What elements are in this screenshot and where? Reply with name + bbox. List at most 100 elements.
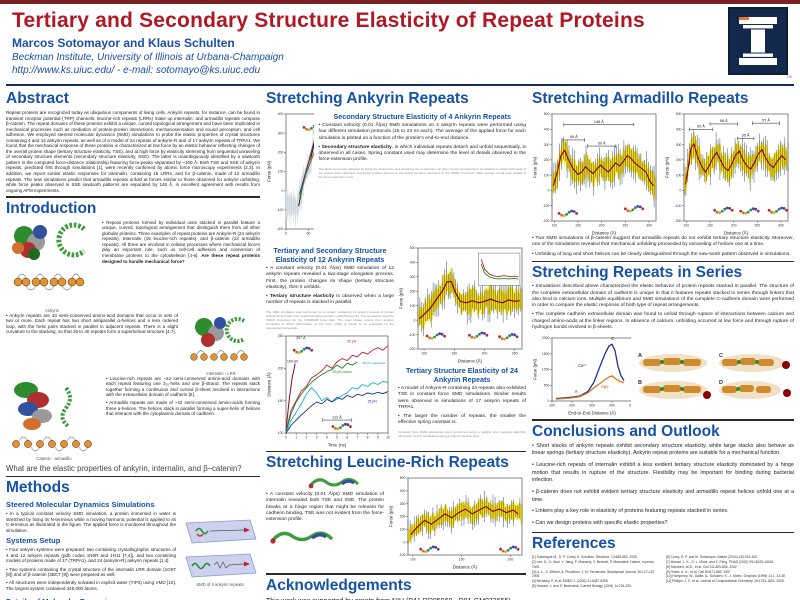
reference: [7] Mosavi, L. K., D. L. Minor, and Z. P… bbox=[666, 559, 774, 564]
svg-text:100: 100 bbox=[421, 352, 427, 356]
svg-text:250: 250 bbox=[278, 334, 284, 338]
tse24-distance-time-chart: 0 1 2 3 4 5 6 7 8 9 10 100 150 200 250 Time (ns) Distanc… bbox=[266, 334, 390, 447]
ankyrin-section-heading: Stretching Ankyrin Repeats bbox=[266, 90, 469, 107]
tse24-subheading: Tertiary Structure Elasticity of 24 Anky… bbox=[405, 366, 519, 384]
tse12-bullet-2: • Tertiary structure elasticity is obser… bbox=[266, 294, 394, 307]
svg-text:2: 2 bbox=[305, 435, 307, 439]
waterbox-1 bbox=[185, 519, 257, 544]
svg-text:150: 150 bbox=[707, 224, 713, 228]
svg-text:150: 150 bbox=[278, 399, 284, 403]
svg-text:250: 250 bbox=[622, 224, 628, 228]
svg-text:100: 100 bbox=[552, 224, 558, 228]
armadillo-bullet-2: • Unfolding of long and short helices ca… bbox=[532, 251, 791, 257]
svg-text:150: 150 bbox=[575, 224, 581, 228]
svg-text:6: 6 bbox=[346, 435, 348, 439]
svg-text:0: 0 bbox=[285, 232, 287, 236]
svg-text:500: 500 bbox=[400, 476, 406, 480]
conclusion-bullet-2: • Leucine-rich repeats of internalin exh… bbox=[532, 462, 794, 484]
svg-text:Apo: Apo bbox=[601, 384, 609, 389]
ankyrin-cartoon bbox=[12, 222, 86, 290]
svg-text:0: 0 bbox=[680, 189, 682, 193]
authors: Marcos Sotomayor and Klaus Schulten bbox=[12, 36, 235, 51]
svg-text:400: 400 bbox=[544, 127, 550, 131]
svg-text:100 pN: 100 pN bbox=[287, 359, 298, 363]
tse24-bullet-1: • A model of Ankyrin-R containing 24 rep… bbox=[398, 386, 526, 410]
svg-text:150: 150 bbox=[459, 558, 465, 562]
middle-column: Stretching Ankyrin Repeats 050100150200-… bbox=[266, 89, 526, 600]
svg-text:200: 200 bbox=[507, 558, 513, 562]
sse4-bullet-2-rest: , in which individual repeats detach and… bbox=[318, 144, 526, 163]
svg-text:25 pN: 25 pN bbox=[368, 399, 378, 403]
svg-text:End-to-End Distance (Å): End-to-End Distance (Å) bbox=[568, 411, 616, 416]
acknowledgements-body: This work was supported by grants from N… bbox=[266, 597, 526, 600]
svg-text:148 Å: 148 Å bbox=[594, 119, 604, 124]
internalin-worm-top bbox=[308, 478, 360, 489]
svg-text:-100: -100 bbox=[277, 208, 284, 212]
svg-text:500: 500 bbox=[544, 384, 550, 388]
tse12-bullet-2-rest: is observed when a large number of repea… bbox=[266, 294, 395, 306]
intro-question: What are the elastic properties of ankyr… bbox=[6, 463, 242, 473]
svg-text:100: 100 bbox=[410, 558, 416, 562]
svg-text:207 Å: 207 Å bbox=[296, 335, 306, 340]
svg-text:Distance (Å): Distance (Å) bbox=[266, 372, 271, 397]
svg-text:100: 100 bbox=[544, 173, 550, 177]
sse4-bullet-2: • Secondary structure elasticity, in whi… bbox=[318, 145, 526, 164]
conclusion-bullet-4: • Linkers play a key role in elasticity … bbox=[532, 508, 729, 515]
svg-text:Force (pN): Force (pN) bbox=[388, 506, 393, 528]
svg-text:-200: -200 bbox=[543, 219, 550, 223]
svg-text:5: 5 bbox=[336, 435, 338, 439]
cadherin-snapshot-c: C bbox=[719, 353, 790, 372]
svg-text:50 pN control: 50 pN control bbox=[333, 370, 352, 374]
svg-text:200: 200 bbox=[482, 352, 488, 356]
svg-text:300: 300 bbox=[410, 275, 416, 279]
svg-text:0: 0 bbox=[548, 399, 550, 403]
sse4-bullet-2-lead: • Secondary structure elasticity bbox=[318, 144, 392, 150]
svg-text:1: 1 bbox=[295, 435, 297, 439]
illinois-column-logo bbox=[728, 7, 788, 75]
svg-text:Ca²⁺: Ca²⁺ bbox=[578, 363, 587, 368]
svg-text:C: C bbox=[611, 336, 614, 341]
svg-text:500: 500 bbox=[544, 112, 550, 116]
conclusion-bullet-3: • β-catenin does not exhibit evident ter… bbox=[532, 489, 794, 503]
svg-text:300: 300 bbox=[646, 224, 652, 228]
svg-text:Time (ns): Time (ns) bbox=[328, 442, 347, 447]
svg-text:A: A bbox=[638, 353, 642, 359]
series-bullet-2: • The complete cadherin extracellular do… bbox=[532, 312, 794, 330]
svg-text:500: 500 bbox=[629, 404, 631, 408]
references-heading: References bbox=[532, 535, 616, 553]
methods-p1: • In a typical constant velocity SMD sim… bbox=[6, 511, 176, 533]
tse12-bullet-2-lead: • Tertiary structure elasticity bbox=[266, 294, 335, 300]
svg-text:200: 200 bbox=[278, 366, 284, 370]
sse4-fine-print: The black curve was obtained by fixing t… bbox=[318, 166, 526, 179]
abstract-heading: Abstract bbox=[6, 90, 69, 107]
tse12-bullet-1: • A constant velocity (0.01 Å/ps) SMD si… bbox=[266, 266, 394, 290]
svg-text:1000: 1000 bbox=[542, 368, 550, 372]
poster-header: Tertiary and Secondary Structure Elastic… bbox=[0, 4, 800, 84]
svg-text:7: 7 bbox=[356, 435, 358, 439]
svg-text:200: 200 bbox=[731, 224, 737, 228]
svg-text:Force (pN): Force (pN) bbox=[532, 359, 537, 381]
svg-text:100: 100 bbox=[676, 173, 682, 177]
intro-bullet-1-bold: Are these repeat proteins designed to ha… bbox=[102, 252, 260, 264]
svg-text:35 Å: 35 Å bbox=[742, 133, 750, 138]
conclusions-heading: Conclusions and Outlook bbox=[532, 422, 720, 440]
svg-text:250: 250 bbox=[512, 352, 518, 356]
armadillo-bullet-1: • Two SMD simulations of β-catenin sugge… bbox=[532, 236, 794, 248]
svg-text:4: 4 bbox=[326, 435, 328, 439]
svg-text:200: 200 bbox=[599, 224, 605, 228]
reference: [4] Michaely, P. et al. EMBO J. (2002) 2… bbox=[532, 579, 608, 584]
svg-text:500: 500 bbox=[410, 246, 416, 250]
catenin-figure-label: Catenin - armadillo bbox=[36, 455, 72, 461]
svg-text:D: D bbox=[719, 380, 723, 386]
section-divider bbox=[532, 419, 794, 421]
svg-text:3: 3 bbox=[316, 435, 318, 439]
conclusion-bullet-5: • Can we design proteins with specific e… bbox=[532, 520, 668, 527]
svg-text:C: C bbox=[719, 353, 723, 359]
reference: [11] Phillips, J. C. et al. Journal of C… bbox=[666, 579, 784, 584]
svg-text:100: 100 bbox=[400, 528, 406, 532]
svg-text:300: 300 bbox=[589, 404, 595, 408]
armadillo-chart-2: 100 150 200 250 300 -200 -100 0 100 200 300 400 500 D… bbox=[664, 112, 789, 236]
svg-text:400: 400 bbox=[400, 489, 406, 493]
methods-b3: • All structures were independently solv… bbox=[6, 580, 176, 591]
